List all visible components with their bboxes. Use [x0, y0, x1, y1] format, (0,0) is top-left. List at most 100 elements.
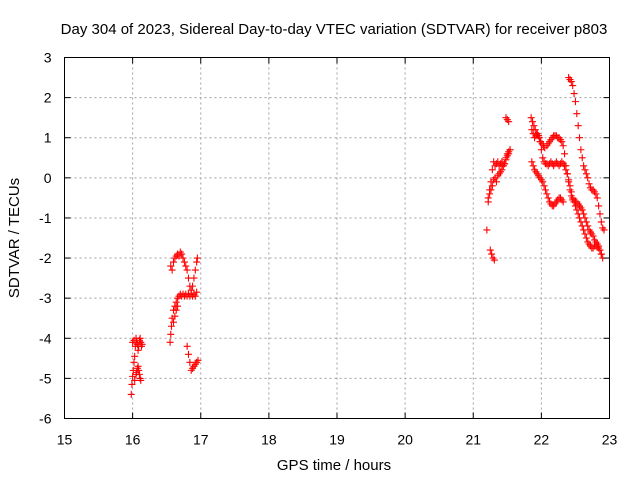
- x-tick-label: 17: [193, 432, 209, 448]
- data-point: [540, 182, 548, 190]
- data-point: [486, 190, 494, 198]
- data-point: [182, 262, 190, 270]
- data-point: [544, 194, 552, 202]
- x-axis-title: GPS time / hours: [277, 457, 391, 474]
- data-point: [585, 180, 593, 188]
- data-point: [168, 266, 176, 274]
- y-tick-label: 3: [44, 50, 52, 66]
- data-point: [528, 126, 536, 134]
- data-point: [561, 150, 569, 158]
- data-point: [559, 198, 567, 206]
- data-point: [134, 346, 142, 354]
- data-point: [573, 110, 581, 118]
- data-point: [577, 146, 585, 154]
- data-point: [183, 266, 191, 274]
- x-tick-label: 20: [397, 432, 413, 448]
- data-point: [191, 266, 199, 274]
- data-point: [193, 254, 201, 262]
- data-point: [581, 230, 589, 238]
- y-axis-title: SDTVAR / TECUs: [6, 178, 23, 298]
- data-point: [530, 122, 538, 130]
- data-point: [578, 154, 586, 162]
- data-point: [135, 370, 143, 378]
- y-tick-label: -2: [39, 250, 52, 266]
- data-point: [567, 188, 575, 196]
- data-point: [528, 158, 536, 166]
- data-point: [597, 218, 605, 226]
- data-point: [190, 274, 198, 282]
- y-tick-label: -3: [39, 290, 52, 306]
- data-point: [505, 118, 513, 126]
- data-point: [174, 302, 182, 310]
- data-point: [179, 254, 187, 262]
- data-point: [541, 186, 549, 194]
- data-point: [502, 156, 510, 164]
- data-point: [561, 162, 569, 170]
- data-point: [543, 190, 551, 198]
- data-point: [584, 174, 592, 182]
- data-point: [571, 98, 579, 106]
- data-point: [595, 202, 603, 210]
- data-point: [567, 78, 575, 86]
- data-point: [584, 222, 592, 230]
- data-points: [127, 74, 608, 398]
- data-point: [581, 166, 589, 174]
- data-point: [582, 234, 590, 242]
- data-point: [580, 210, 588, 218]
- data-point: [539, 154, 547, 162]
- x-tick-label: 23: [602, 432, 618, 448]
- data-point: [135, 366, 143, 374]
- y-tick-label: -1: [39, 210, 52, 226]
- data-point: [193, 258, 201, 266]
- data-point: [574, 122, 582, 130]
- chart-title: Day 304 of 2023, Sidereal Day-to-day VTE…: [61, 21, 608, 38]
- data-point: [193, 288, 201, 296]
- data-point: [492, 178, 500, 186]
- data-point: [483, 226, 491, 234]
- data-point: [529, 118, 537, 126]
- data-point: [535, 132, 543, 140]
- data-point: [600, 226, 608, 234]
- y-tick-label: -4: [39, 330, 52, 346]
- data-point: [131, 376, 139, 384]
- data-point: [172, 298, 180, 306]
- data-point: [191, 292, 199, 300]
- data-point: [488, 250, 496, 258]
- data-point: [580, 162, 588, 170]
- data-point: [488, 166, 496, 174]
- data-point: [569, 194, 577, 202]
- data-point: [498, 166, 506, 174]
- data-point: [136, 334, 144, 342]
- data-point: [180, 258, 188, 266]
- data-point: [187, 286, 195, 294]
- data-point: [488, 182, 496, 190]
- data-point: [589, 232, 597, 240]
- data-point: [130, 358, 138, 366]
- data-point: [593, 194, 601, 202]
- x-tick-label: 18: [261, 432, 277, 448]
- data-point: [194, 356, 202, 364]
- data-point: [128, 380, 136, 388]
- data-point: [186, 358, 194, 366]
- y-tick-label: -5: [39, 370, 52, 386]
- data-point: [487, 186, 495, 194]
- data-point: [131, 352, 139, 360]
- x-tick-label: 19: [329, 432, 345, 448]
- data-point: [127, 390, 135, 398]
- x-tick-label: 21: [465, 432, 481, 448]
- data-point: [578, 206, 586, 214]
- data-point: [581, 214, 589, 222]
- data-point: [170, 318, 177, 326]
- data-point: [596, 210, 604, 218]
- data-point: [501, 160, 509, 168]
- data-point: [582, 218, 590, 226]
- data-point: [582, 170, 590, 178]
- data-point: [562, 166, 570, 174]
- data-point: [137, 376, 145, 384]
- grid: [64, 57, 610, 419]
- y-tick-label: -6: [39, 411, 52, 427]
- data-point: [167, 330, 175, 338]
- y-tick-label: 1: [44, 130, 52, 146]
- data-point: [167, 262, 175, 270]
- data-point: [565, 176, 573, 184]
